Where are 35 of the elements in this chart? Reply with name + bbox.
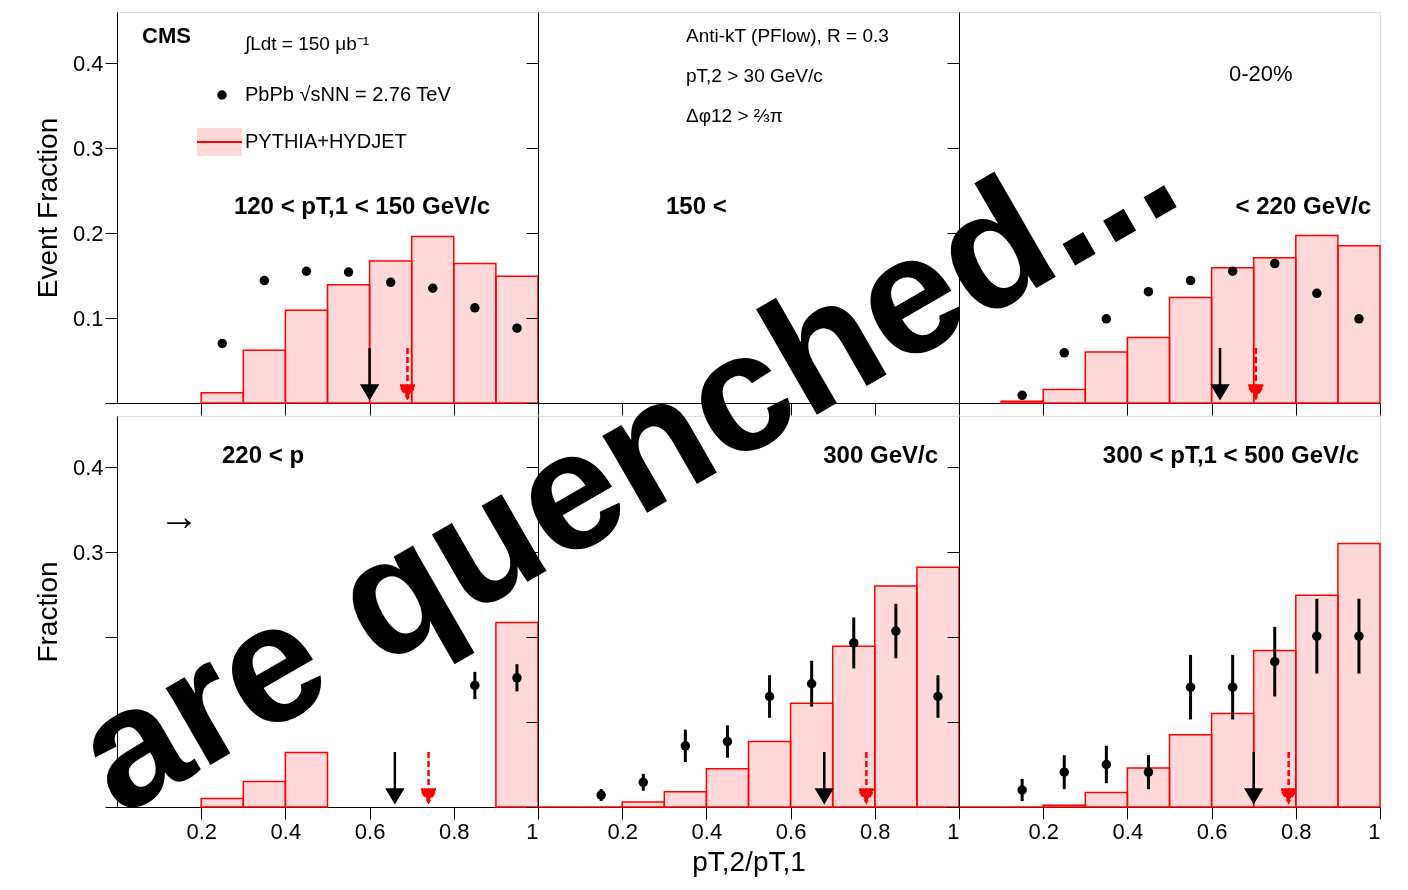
x-tick-label: 0.8 bbox=[860, 818, 891, 844]
legend-label: PYTHIA+HYDJET bbox=[245, 130, 407, 152]
x-tick-label: 0.4 bbox=[1112, 818, 1144, 844]
x-tick-label: 1 bbox=[947, 818, 960, 844]
x-tick-label: 0.6 bbox=[775, 818, 807, 844]
x-tick-label: 0.4 bbox=[691, 818, 723, 844]
x-tick-label: 0.4 bbox=[270, 818, 302, 844]
x-tick-label: 0.2 bbox=[607, 818, 638, 844]
y-axis-title: Fraction bbox=[31, 561, 63, 663]
annotation: pT,2 > 30 GeV/c bbox=[686, 65, 823, 86]
annotation: 0-20% bbox=[1229, 61, 1293, 86]
y-tick-label: 0.3 bbox=[72, 539, 104, 565]
annotation: Anti-kT (PFlow), R = 0.3 bbox=[686, 25, 889, 46]
x-tick-label: 0.8 bbox=[1281, 818, 1312, 844]
annotation: ∫Ldt = 150 μb⁻¹ bbox=[243, 33, 370, 55]
x-tick-label: 1 bbox=[526, 818, 539, 844]
annotation: → bbox=[159, 494, 199, 538]
y-axis-title: Event Fraction bbox=[31, 117, 63, 299]
annotation: < 220 GeV/c bbox=[1235, 192, 1371, 219]
x-axis-title: pT,2/pT,1 bbox=[692, 845, 806, 877]
y-tick-label: 0.4 bbox=[72, 50, 104, 76]
legend-label: PbPb √sNN = 2.76 TeV bbox=[245, 83, 452, 105]
x-tick-label: 0.8 bbox=[439, 818, 470, 844]
y-tick-label: 0.2 bbox=[72, 220, 104, 246]
x-tick-label: 0.6 bbox=[354, 818, 386, 844]
x-tick-label: 0.2 bbox=[1028, 818, 1059, 844]
x-tick-label: 0.2 bbox=[186, 818, 217, 844]
annotation: CMS bbox=[142, 23, 191, 48]
x-tick-label: 0.6 bbox=[1196, 818, 1228, 844]
y-tick-label: 0.1 bbox=[72, 305, 104, 331]
x-tick-label: 1 bbox=[1368, 818, 1381, 844]
annotation: Δφ12 > ⅔π bbox=[686, 105, 783, 126]
annotation: 220 < p bbox=[222, 441, 305, 468]
y-tick-label: 0.3 bbox=[72, 135, 104, 161]
y-tick-label: 0.4 bbox=[72, 454, 104, 480]
